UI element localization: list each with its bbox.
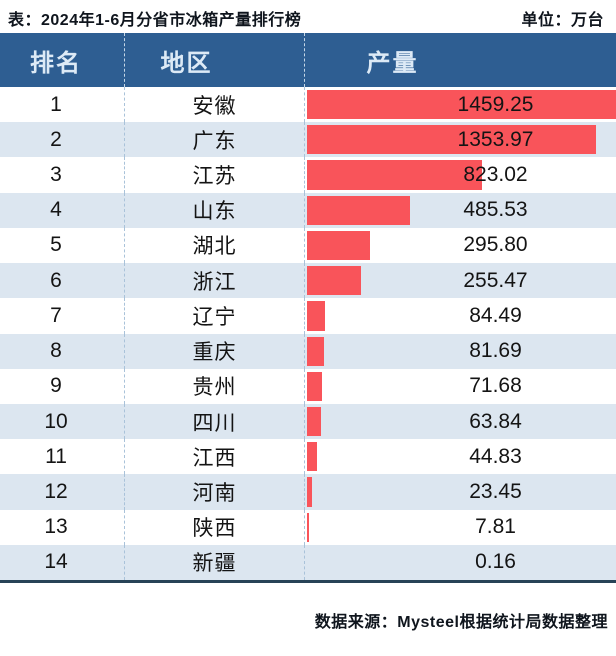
value-cell: 295.80 (305, 228, 616, 263)
region-cell: 重庆 (125, 333, 305, 369)
region-cell: 新疆 (125, 544, 305, 581)
region-cell: 辽宁 (125, 298, 305, 334)
rank-cell: 7 (0, 298, 125, 334)
rank-cell: 10 (0, 403, 125, 440)
table-row: 7 辽宁 84.49 (0, 298, 616, 334)
region-cell: 河南 (125, 474, 305, 510)
rank-cell: 13 (0, 509, 125, 545)
rank-cell: 5 (0, 227, 125, 264)
value-bar (307, 230, 371, 261)
page-title: 表：2024年1-6月分省市冰箱产量排行榜 (8, 11, 302, 29)
title-bar: 表：2024年1-6月分省市冰箱产量排行榜 单位：万台 (0, 0, 616, 33)
rank-cell: 12 (0, 474, 125, 510)
value-bar (307, 90, 616, 120)
rank-cell: 6 (0, 263, 125, 299)
value-bar (307, 301, 325, 331)
value-bar (307, 195, 411, 225)
region-cell: 安徽 (125, 87, 305, 123)
rank-cell: 3 (0, 157, 125, 193)
value-label: 23.45 (469, 480, 522, 504)
value-bar (307, 406, 321, 437)
value-bar (307, 266, 362, 296)
table-row: 5 湖北 295.80 (0, 227, 616, 264)
table-row: 10 四川 63.84 (0, 403, 616, 440)
table-row: 11 江西 44.83 (0, 439, 616, 475)
rank-cell: 2 (0, 122, 125, 158)
value-label: 255.47 (463, 268, 528, 292)
value-cell: 81.69 (305, 334, 616, 369)
table-row: 9 贵州 71.68 (0, 368, 616, 404)
value-cell: 63.84 (305, 404, 616, 439)
value-bar (307, 442, 317, 472)
value-bar (307, 371, 323, 401)
value-label: 84.49 (469, 303, 522, 327)
footer-divider (0, 580, 616, 583)
column-header-rank: 排名 (0, 33, 125, 87)
region-cell: 广东 (125, 122, 305, 158)
value-cell: 71.68 (305, 369, 616, 404)
rank-cell: 11 (0, 439, 125, 475)
value-cell: 84.49 (305, 298, 616, 333)
value-bar (307, 336, 325, 366)
value-bar (307, 125, 596, 155)
value-label: 823.02 (463, 163, 528, 187)
value-label: 7.81 (475, 515, 516, 539)
region-cell: 浙江 (125, 263, 305, 299)
source-note: 数据来源：Mysteel根据统计局数据整理 (314, 613, 608, 631)
value-bar (307, 477, 312, 507)
value-bar (307, 160, 483, 190)
value-cell: 1353.97 (305, 122, 616, 157)
value-label: 295.80 (463, 233, 528, 257)
value-bar (307, 512, 309, 542)
value-label: 81.69 (469, 339, 522, 363)
column-header-region: 地区 (125, 33, 305, 87)
value-label: 63.84 (469, 409, 522, 433)
table-header: 排名 地区 产量 (0, 33, 616, 87)
value-label: 1353.97 (457, 127, 534, 151)
unit-label: 单位：万台 (521, 11, 604, 29)
table-row: 13 陕西 7.81 (0, 509, 616, 545)
region-cell: 江苏 (125, 157, 305, 193)
rank-cell: 9 (0, 368, 125, 404)
region-cell: 陕西 (125, 509, 305, 545)
table-row: 4 山东 485.53 (0, 192, 616, 228)
region-cell: 湖北 (125, 227, 305, 264)
table-row: 12 河南 23.45 (0, 474, 616, 510)
region-cell: 江西 (125, 439, 305, 475)
region-cell: 四川 (125, 403, 305, 440)
region-cell: 贵州 (125, 368, 305, 404)
table-body: 1 安徽 1459.25 2 广东 1353.97 3 江苏 823.02 4 山东 485.53 5 湖… (0, 87, 616, 581)
rank-cell: 8 (0, 333, 125, 369)
table-row: 8 重庆 81.69 (0, 333, 616, 369)
table-row: 1 安徽 1459.25 (0, 87, 616, 123)
region-cell: 山东 (125, 192, 305, 228)
table-row: 3 江苏 823.02 (0, 157, 616, 193)
footer: 数据来源：Mysteel根据统计局数据整理 (0, 583, 616, 656)
value-label: 44.83 (469, 444, 522, 468)
table-row: 14 新疆 0.16 (0, 544, 616, 581)
value-label: 71.68 (469, 374, 522, 398)
value-cell: 7.81 (305, 510, 616, 545)
value-cell: 44.83 (305, 439, 616, 474)
table-row: 2 广东 1353.97 (0, 122, 616, 158)
value-cell: 1459.25 (305, 87, 616, 122)
value-label: 485.53 (463, 198, 528, 222)
column-header-output: 产量 (366, 49, 419, 77)
value-cell: 255.47 (305, 263, 616, 298)
value-cell: 823.02 (305, 157, 616, 192)
value-label: 0.16 (475, 550, 516, 574)
value-cell: 23.45 (305, 474, 616, 509)
rank-cell: 1 (0, 87, 125, 123)
value-label: 1459.25 (457, 92, 534, 116)
rank-cell: 14 (0, 544, 125, 581)
table-row: 6 浙江 255.47 (0, 263, 616, 299)
rank-cell: 4 (0, 192, 125, 228)
value-cell: 0.16 (305, 545, 616, 580)
value-cell: 485.53 (305, 193, 616, 228)
